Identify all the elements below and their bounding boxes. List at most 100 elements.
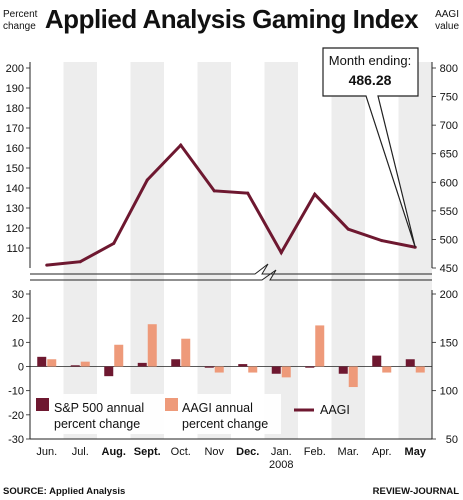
x-tick-label: Nov <box>204 446 224 458</box>
x-tick-label: May <box>405 446 427 458</box>
column-stripes <box>63 62 432 439</box>
aagi-change-bar <box>47 359 57 367</box>
aagi-point <box>380 239 384 243</box>
legend-label-line2: percent change <box>182 417 268 431</box>
aagi-line-panel: 110 120 130 140 150 160 170 180 190 200 450 500 550 6… <box>6 62 458 281</box>
left-y-tick-label: 140 <box>6 183 24 195</box>
right-y-tick-label: 600 <box>440 177 458 189</box>
left-y-tick-label: -30 <box>8 434 24 446</box>
annual-change-panel: -30 -20 -10 0 10 20 30 50 100 150 200 <box>8 289 458 446</box>
x-tick-label: Dec. <box>236 446 259 458</box>
right-axis-caption-line2: value <box>435 21 459 32</box>
aagi-change-bar <box>382 366 392 373</box>
aagi-change-bar <box>147 324 157 367</box>
legend-swatch <box>165 398 178 411</box>
sp500-bar <box>238 364 248 367</box>
x-tick-label: Apr. <box>372 446 392 458</box>
sp500-bar <box>37 356 47 367</box>
left-y-tick-label: 150 <box>6 163 24 175</box>
x-tick-label: Sept. <box>134 446 161 458</box>
sp500-bar <box>171 359 181 367</box>
legend: S&P 500 annual percent change AAGI annual p… <box>33 394 350 434</box>
aagi-point <box>112 241 116 245</box>
aagi-point <box>346 227 350 231</box>
callout-label: Month ending: <box>329 53 411 68</box>
aagi-change-bar <box>248 366 258 373</box>
column-stripe <box>197 62 231 439</box>
column-stripe <box>130 62 164 439</box>
sp500-bar <box>104 366 114 377</box>
sp500-bar <box>305 366 315 368</box>
source-note: SOURCE: Applied Analysis <box>3 486 126 497</box>
aagi-change-bar <box>281 366 291 378</box>
right-y-tick-label: 700 <box>440 120 458 132</box>
right-y-tick-label: 500 <box>440 234 458 246</box>
aagi-point <box>246 191 250 195</box>
column-stripe <box>398 62 432 439</box>
column-stripe <box>331 62 365 439</box>
aagi-point <box>279 251 283 255</box>
column-stripe <box>63 62 97 439</box>
aagi-series-line <box>46 142 416 267</box>
callout-value: 486.28 <box>349 72 392 88</box>
left-y-tick-label: -10 <box>8 386 24 398</box>
right-y-tick-label: 150 <box>440 337 458 349</box>
legend-label: AAGI <box>320 403 350 417</box>
left-y-tick-label: 180 <box>6 103 24 115</box>
sp500-bar <box>70 365 80 367</box>
left-y-tick-label: 190 <box>6 83 24 95</box>
axis-break <box>30 263 432 281</box>
x-tick-label: Jan. <box>271 446 292 458</box>
sp500-bar <box>204 366 214 368</box>
sp500-bar <box>405 359 415 367</box>
legend-label: S&P 500 annual <box>54 401 144 415</box>
legend-label: AAGI annual <box>182 401 253 415</box>
left-y-tick-label: 20 <box>12 313 24 325</box>
left-axis-caption: Percent change <box>3 9 37 33</box>
x-axis-labels: Jun. Jul. Aug. Sept. Oct. Nov Dec. Jan.2008 Feb.… <box>36 446 426 471</box>
aagi-point <box>179 143 183 147</box>
x-tick-label: Mar. <box>338 446 359 458</box>
right-y-tick-label: 750 <box>440 92 458 104</box>
sp500-bar <box>338 366 348 374</box>
callout-box <box>322 47 419 248</box>
legend-background <box>33 394 281 434</box>
aagi-change-bar <box>214 366 224 373</box>
break-line-upper <box>30 263 432 275</box>
right-y-tick-label: 100 <box>440 386 458 398</box>
aagi-change-bar <box>415 366 425 373</box>
left-y-tick-label: 160 <box>6 143 24 155</box>
right-y-tick-label: 550 <box>440 206 458 218</box>
left-axis-caption-line2: change <box>3 21 36 32</box>
right-y-tick-label: 800 <box>440 63 458 75</box>
x-tick-label: Aug. <box>102 446 126 458</box>
x-tick-label: Jul. <box>72 446 89 458</box>
aagi-point <box>45 263 49 267</box>
x-tick-label: Jun. <box>36 446 57 458</box>
left-axis-caption-line1: Percent <box>3 9 38 20</box>
left-y-tick-label: 130 <box>6 203 24 215</box>
right-axis-caption-line1: AAGI <box>435 9 459 20</box>
right-axis-caption: AAGI value <box>435 9 459 33</box>
left-y-tick-label: 200 <box>6 63 24 75</box>
legend-label-line2: percent change <box>54 417 140 431</box>
month-ending-callout: Month ending: 486.28 <box>322 47 419 248</box>
x-tick-label: Oct. <box>171 446 191 458</box>
publisher-credit: REVIEW-JOURNAL <box>372 486 459 497</box>
aagi-change-bar <box>315 325 325 367</box>
right-y-tick-label: 650 <box>440 149 458 161</box>
left-y-tick-label: 120 <box>6 223 24 235</box>
aagi-point <box>212 189 216 193</box>
sp500-bar <box>137 362 147 367</box>
right-y-tick-label: 200 <box>440 289 458 301</box>
left-y-tick-label: 10 <box>12 337 24 349</box>
aagi-change-bar <box>181 338 191 367</box>
aagi-point <box>313 192 317 196</box>
left-y-tick-label: 0 <box>18 362 24 374</box>
break-line-lower <box>30 269 432 281</box>
aagi-change-bar <box>348 366 358 388</box>
right-y-tick-label: 450 <box>440 263 458 275</box>
aagi-point <box>145 178 149 182</box>
legend-swatch <box>36 398 49 411</box>
